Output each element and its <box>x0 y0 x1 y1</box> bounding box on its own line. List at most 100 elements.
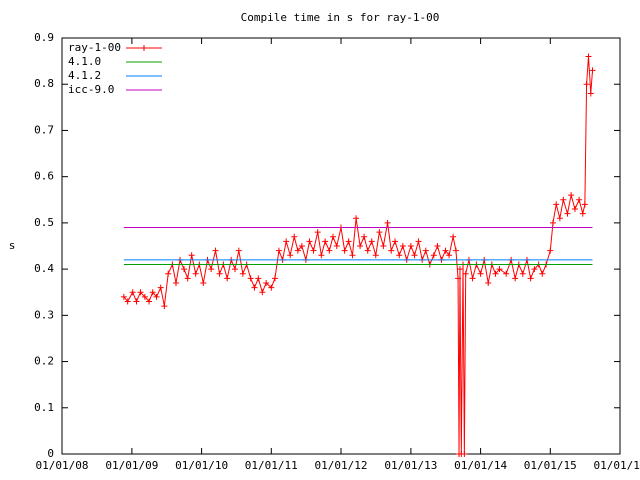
point-marker <box>411 252 418 259</box>
point-marker <box>224 275 231 282</box>
point-marker <box>531 266 538 273</box>
point-marker <box>564 210 571 217</box>
point-marker <box>388 247 395 254</box>
point-marker <box>361 233 368 240</box>
point-marker <box>329 233 336 240</box>
point-marker <box>549 219 556 226</box>
point-marker <box>527 275 534 282</box>
point-marker <box>239 270 246 277</box>
point-marker <box>291 233 298 240</box>
point-marker <box>372 252 379 259</box>
series-line <box>123 56 593 455</box>
point-marker <box>452 247 459 254</box>
point-marker <box>275 247 282 254</box>
point-marker <box>333 243 340 249</box>
point-marker <box>368 238 375 245</box>
point-marker <box>200 279 207 286</box>
y-tick-label: 0.2 <box>34 355 54 368</box>
point-marker <box>579 210 586 217</box>
point-marker <box>576 196 583 203</box>
point-marker <box>294 247 301 254</box>
point-marker <box>364 247 371 254</box>
point-marker <box>120 293 127 300</box>
x-tick-label: 01/01/08 <box>36 459 89 472</box>
point-marker <box>496 266 503 273</box>
y-tick-label: 0.5 <box>34 216 54 229</box>
point-marker <box>181 266 188 273</box>
point-marker <box>384 219 391 226</box>
point-marker <box>149 289 156 296</box>
point-marker <box>208 266 215 273</box>
point-marker <box>589 67 596 74</box>
point-marker <box>133 298 140 305</box>
x-tick-label: 01/01/13 <box>384 459 437 472</box>
point-marker <box>415 238 422 245</box>
legend-marker <box>141 45 147 51</box>
point-marker <box>306 238 313 245</box>
point-marker <box>287 252 294 259</box>
chart-title: Compile time in s for ray-1-00 <box>241 11 440 24</box>
point-marker <box>462 270 469 277</box>
point-marker <box>255 275 262 282</box>
point-marker <box>146 298 153 305</box>
point-marker <box>141 293 148 300</box>
x-tick-label: 01/01/09 <box>105 459 158 472</box>
point-marker <box>345 238 352 245</box>
legend-label: 4.1.0 <box>68 55 101 68</box>
point-marker <box>129 289 136 296</box>
point-marker <box>492 270 499 277</box>
point-marker <box>137 289 144 296</box>
point-marker <box>322 238 329 245</box>
point-marker <box>583 81 590 88</box>
point-marker <box>560 196 567 203</box>
y-tick-label: 0.9 <box>34 31 54 44</box>
point-marker <box>519 270 526 277</box>
point-marker <box>184 275 191 282</box>
point-marker <box>380 243 387 249</box>
point-marker <box>153 293 160 300</box>
point-marker <box>547 247 554 254</box>
point-marker <box>298 243 305 249</box>
point-marker <box>477 270 484 277</box>
point-marker <box>455 275 462 282</box>
point-marker <box>268 284 275 291</box>
point-marker <box>192 270 199 277</box>
point-marker <box>399 243 406 249</box>
point-marker <box>283 238 290 245</box>
point-marker <box>539 270 546 277</box>
point-marker <box>556 215 563 222</box>
point-marker <box>587 90 594 97</box>
y-tick-label: 0.7 <box>34 123 54 136</box>
point-marker <box>318 252 325 259</box>
point-marker <box>430 252 437 259</box>
point-marker <box>263 279 270 286</box>
x-tick-label: 01/01/12 <box>315 459 368 472</box>
point-marker <box>349 252 356 259</box>
y-tick-label: 0.6 <box>34 170 54 183</box>
x-tick-label: 01/01/14 <box>454 459 507 472</box>
y-tick-label: 0.4 <box>34 262 54 275</box>
point-marker <box>247 275 254 282</box>
point-marker <box>485 279 492 286</box>
point-marker <box>251 284 258 291</box>
point-marker <box>581 201 588 208</box>
point-marker <box>571 206 578 213</box>
y-tick-label: 0.8 <box>34 77 54 90</box>
point-marker <box>165 270 172 277</box>
point-marker <box>314 229 321 236</box>
point-marker <box>271 275 278 282</box>
point-marker <box>469 275 476 282</box>
point-marker <box>376 229 383 236</box>
y-tick-label: 0.1 <box>34 401 54 414</box>
point-marker <box>353 215 360 222</box>
point-marker <box>442 247 449 254</box>
y-axis-label: s <box>9 239 16 252</box>
point-marker <box>326 247 333 254</box>
point-marker <box>157 284 164 291</box>
point-marker <box>235 247 242 254</box>
point-marker <box>124 298 131 305</box>
point-marker <box>341 247 348 254</box>
point-marker <box>450 233 457 240</box>
point-marker <box>461 451 468 457</box>
